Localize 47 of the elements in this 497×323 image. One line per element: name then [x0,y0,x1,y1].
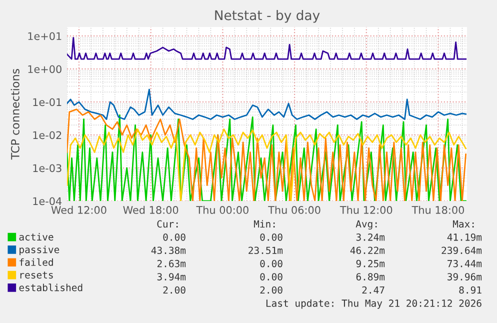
text: 2.47 [362,286,384,294]
text: 3.24m [356,233,385,241]
text: 0.00 [260,260,282,268]
text: 23.51m [248,246,283,254]
text: Max: [452,220,474,228]
x-tick-label: Thu 00:00 [196,206,248,214]
x-tick-label: Wed 18:00 [123,206,178,214]
y-axis-title: TCP connections [10,68,20,160]
text: 39.96m [448,273,482,280]
text: 46.22m [350,246,385,254]
legend-label: active [19,233,54,241]
text: 0.00 [260,273,282,280]
chart-title: Netstat - by day [215,10,320,23]
y-tick-label: 1e+01 [28,32,62,40]
x-tick-label: Wed 12:00 [51,206,106,214]
text: 6.89m [356,273,385,280]
x-tick-label: Thu 12:00 [340,206,392,214]
text: 2.00 [260,286,282,294]
text: Cur: [157,220,178,228]
text: 2.63m [157,260,186,268]
y-tick-label: 1e-02 [33,131,62,140]
line-series [67,36,466,60]
text: 43.38m [151,246,186,254]
legend-label: established [19,284,82,292]
text: 0.00 [260,233,282,241]
y-tick-label: 1e-04 [33,197,62,206]
y-tick-label: 1e+00 [28,65,62,74]
line-series [67,128,466,201]
text: Avg: [356,220,377,230]
x-tick-label: Thu 06:00 [268,206,320,214]
text: 41.19m [447,233,482,241]
text: 9.25m [356,260,385,268]
legend-label: passive [20,246,60,256]
line-series [67,88,466,120]
x-tick-label: Thu 18:00 [412,206,464,214]
y-tick-label: 1e-01 [33,98,62,106]
text: 3.94m [157,273,186,280]
text: Last update: Thu May 21 20:21:12 2026 [266,299,482,309]
text: 73.44m [448,260,482,268]
text: Min: [254,220,275,228]
text: 239.64m [442,246,482,254]
legend-label: failed [20,258,53,266]
legend-label: resets [20,272,53,279]
text: 2.00 [163,286,186,294]
text: 0.00 [163,233,186,241]
text: 8.91 [459,286,482,294]
y-tick-label: 1e-03 [33,164,62,172]
